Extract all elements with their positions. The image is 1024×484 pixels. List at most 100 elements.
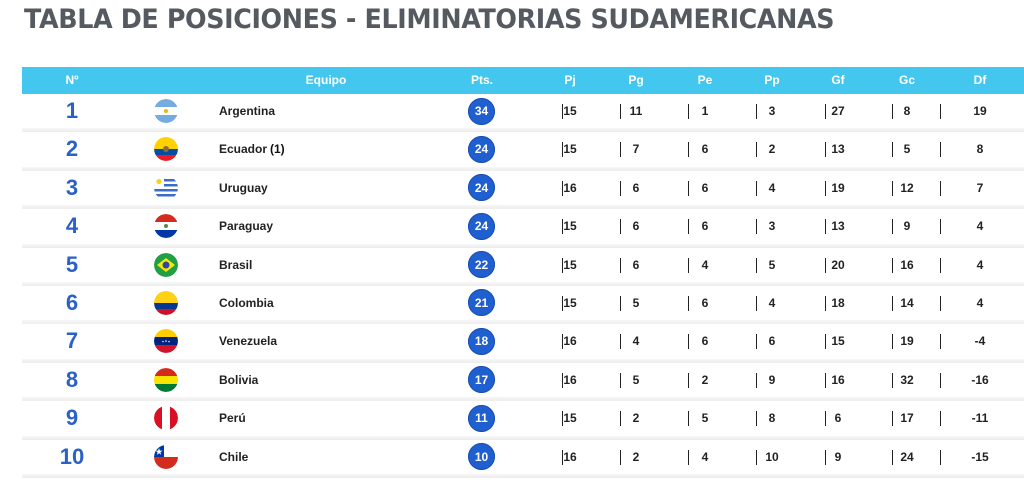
column-separator bbox=[562, 142, 563, 158]
team-name-cell: Argentina bbox=[219, 94, 439, 128]
stat-gf: 15 bbox=[831, 334, 845, 349]
column-separator bbox=[825, 449, 826, 465]
column-separator bbox=[756, 219, 757, 235]
header-gf: Gf bbox=[831, 73, 845, 87]
position-number: 2 bbox=[65, 136, 79, 162]
stat-pp: 6 bbox=[768, 334, 776, 349]
stat-pj: 15 bbox=[563, 295, 577, 310]
column-separator bbox=[620, 372, 621, 388]
team-name: Uruguay bbox=[219, 180, 268, 195]
stat-pg: 2 bbox=[632, 449, 640, 464]
stat-pp: 4 bbox=[768, 295, 776, 310]
column-separator bbox=[562, 372, 563, 388]
column-separator bbox=[688, 295, 689, 311]
stat-gf: 13 bbox=[831, 219, 845, 234]
stat-gf: 9 bbox=[834, 449, 842, 464]
team-flag bbox=[154, 94, 178, 128]
team-name: Venezuela bbox=[219, 334, 278, 349]
column-separator bbox=[562, 219, 563, 235]
stat-gc: 8 bbox=[903, 104, 911, 118]
stat-df: -16 bbox=[971, 372, 989, 387]
stat-pe: 2 bbox=[701, 372, 709, 387]
header-points: Pts. bbox=[470, 73, 493, 87]
team-name: Chile bbox=[219, 449, 249, 464]
position-number: 3 bbox=[65, 174, 79, 200]
column-separator bbox=[688, 334, 689, 350]
points-cell: 24 bbox=[468, 171, 495, 205]
column-separator bbox=[688, 449, 689, 465]
points-cell: 17 bbox=[468, 363, 495, 397]
column-separator bbox=[892, 219, 893, 235]
team-note: (1) bbox=[270, 142, 285, 157]
stat-df: -11 bbox=[971, 411, 989, 426]
team-flag bbox=[154, 324, 178, 358]
page-title: TABLA DE POSICIONES - ELIMINATORIAS SUDA… bbox=[24, 4, 835, 35]
column-separator bbox=[562, 411, 563, 427]
stat-gc: 12 bbox=[900, 180, 914, 195]
points-badge: 24 bbox=[468, 135, 495, 163]
stat-gc: 19 bbox=[900, 334, 914, 349]
team-name-cell: Venezuela bbox=[219, 324, 439, 358]
points-badge: 17 bbox=[468, 366, 495, 394]
points-badge: 21 bbox=[468, 289, 495, 317]
stat-pp: 2 bbox=[768, 142, 776, 157]
position-number: 7 bbox=[65, 328, 79, 354]
stat-df: 7 bbox=[976, 180, 984, 195]
column-separator bbox=[825, 295, 826, 311]
stat-pg: 5 bbox=[632, 372, 640, 387]
stat-pg: 2 bbox=[632, 411, 640, 426]
stat-gc: 16 bbox=[900, 257, 914, 272]
brasil-flag-icon bbox=[154, 252, 178, 277]
column-separator bbox=[688, 411, 689, 427]
stat-pe: 4 bbox=[701, 449, 709, 464]
column-separator bbox=[562, 180, 563, 196]
stat-pe: 1 bbox=[701, 104, 709, 118]
table-row: 6 Colombia 21 15 5 6 4 18 14 4 bbox=[22, 286, 1024, 325]
column-separator bbox=[892, 295, 893, 311]
column-separator bbox=[825, 219, 826, 235]
column-separator bbox=[562, 334, 563, 350]
stat-df: 8 bbox=[976, 142, 984, 157]
stat-pe: 6 bbox=[701, 334, 709, 349]
stat-df: 4 bbox=[976, 257, 984, 272]
team-name: Paraguay bbox=[219, 219, 274, 234]
stat-pj: 15 bbox=[563, 104, 577, 118]
points-cell: 22 bbox=[468, 248, 495, 282]
column-separator bbox=[892, 372, 893, 388]
stat-pp: 5 bbox=[768, 257, 776, 272]
stat-pe: 6 bbox=[701, 142, 709, 157]
column-separator bbox=[940, 104, 941, 119]
stat-pp: 9 bbox=[768, 372, 776, 387]
team-name: Argentina bbox=[219, 104, 276, 118]
stat-pp: 8 bbox=[768, 411, 776, 426]
table-row: 8 Bolivia 17 16 5 2 9 16 32 -16 bbox=[22, 363, 1024, 402]
chile-flag-icon bbox=[154, 444, 178, 469]
team-flag bbox=[154, 286, 178, 320]
column-separator bbox=[562, 257, 563, 273]
stat-pj: 15 bbox=[563, 142, 577, 157]
colombia-flag-icon bbox=[154, 290, 178, 315]
points-cell: 10 bbox=[468, 440, 495, 474]
column-separator bbox=[940, 449, 941, 465]
header-pe: Pe bbox=[697, 73, 713, 87]
header-pg: Pg bbox=[628, 73, 644, 87]
header-pp: Pp bbox=[764, 73, 780, 87]
column-separator bbox=[825, 411, 826, 427]
team-flag bbox=[154, 132, 178, 166]
column-separator bbox=[620, 180, 621, 196]
standings-table: Nº Equipo Pts. Pj Pg Pe Pp Gf Gc Df 1 Ar… bbox=[22, 67, 1024, 479]
team-name-cell: Colombia bbox=[219, 286, 439, 320]
column-separator bbox=[688, 219, 689, 235]
argentina-flag-icon bbox=[154, 99, 178, 123]
column-separator bbox=[756, 411, 757, 427]
team-flag bbox=[154, 248, 178, 282]
column-separator bbox=[756, 142, 757, 158]
position-number: 8 bbox=[65, 366, 79, 392]
stat-pp: 3 bbox=[768, 104, 776, 118]
column-separator bbox=[940, 180, 941, 196]
stat-gc: 17 bbox=[900, 411, 914, 426]
team-name: Bolivia bbox=[219, 372, 259, 387]
header-gc: Gc bbox=[898, 73, 915, 87]
column-separator bbox=[940, 219, 941, 235]
column-separator bbox=[940, 411, 941, 427]
